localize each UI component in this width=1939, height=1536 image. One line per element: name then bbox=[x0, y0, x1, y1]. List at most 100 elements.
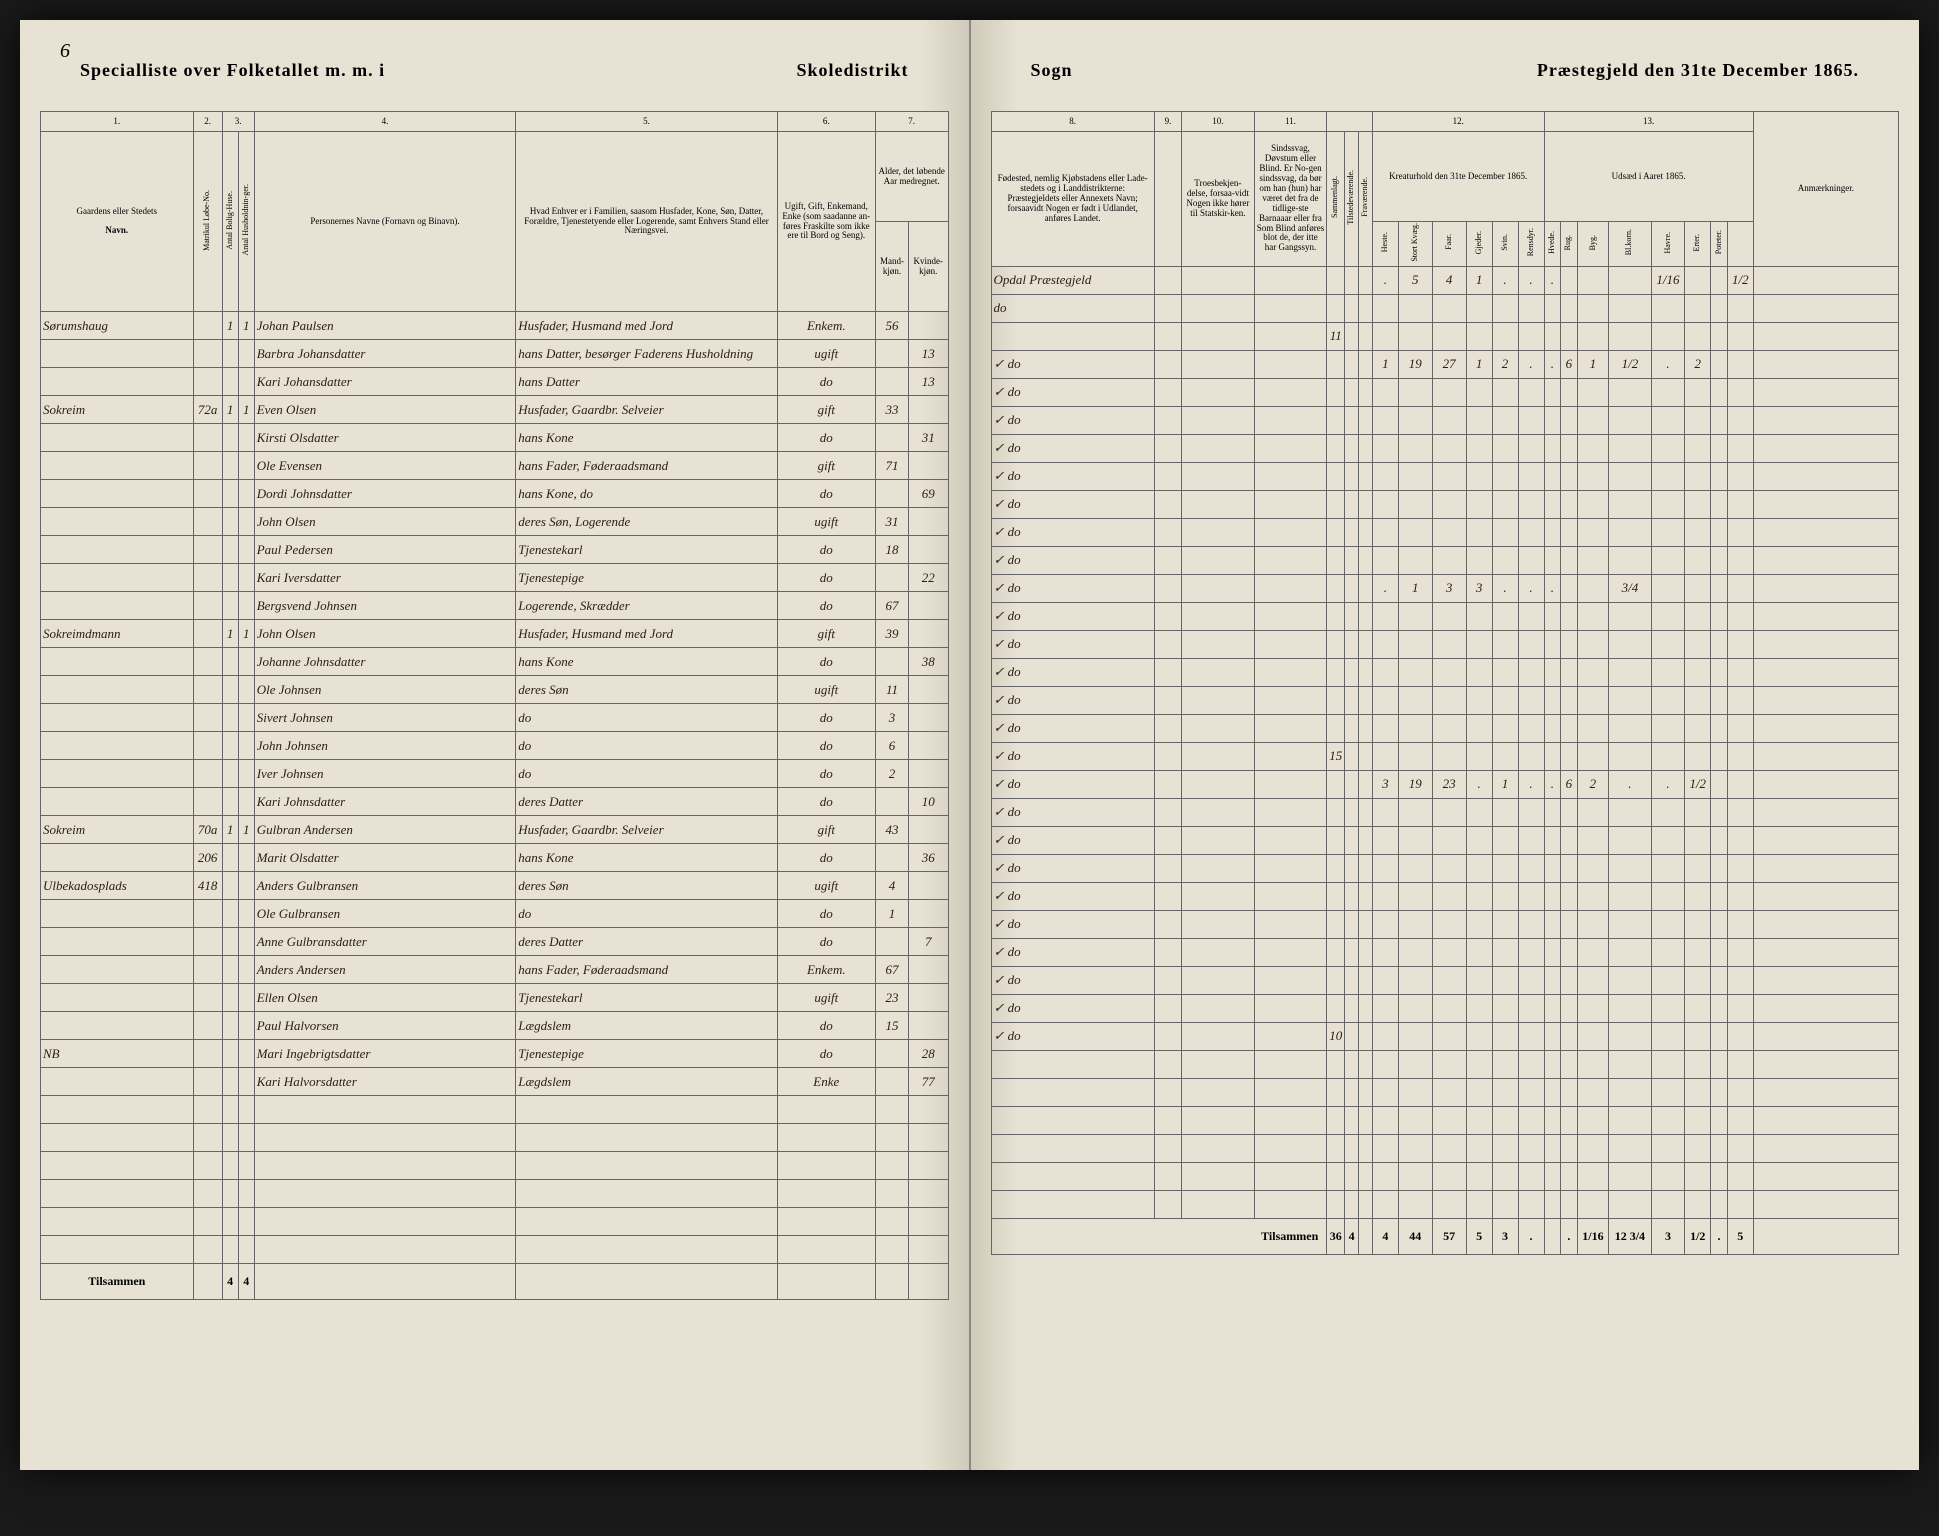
cell-status: do bbox=[777, 732, 875, 760]
cell-name: Marit Olsdatter bbox=[254, 844, 516, 872]
cell-c12-5 bbox=[1518, 658, 1544, 686]
cell-place bbox=[41, 676, 194, 704]
cell-c12-2 bbox=[1432, 910, 1466, 938]
cell-11 bbox=[1254, 686, 1327, 714]
table-row: Sokreimdmann 1 1 John Olsen Husfader, Hu… bbox=[41, 620, 949, 648]
cell-c13-3 bbox=[1609, 266, 1651, 294]
cell-c13-1 bbox=[1561, 546, 1578, 574]
fr-13: 3 bbox=[1651, 1218, 1685, 1254]
cell-c12-3 bbox=[1466, 406, 1492, 434]
cell-hh bbox=[238, 1040, 254, 1068]
cell-abs bbox=[1359, 546, 1373, 574]
table-row: ✓ do bbox=[991, 434, 1899, 462]
cell-pres bbox=[1345, 294, 1359, 322]
cell-position: hans Kone bbox=[516, 648, 778, 676]
cell-c13-3 bbox=[1609, 630, 1651, 658]
table-row: Iver Johnsen do do 2 bbox=[41, 760, 949, 788]
cell-birth: ✓ do bbox=[991, 798, 1154, 826]
cell-place bbox=[41, 452, 194, 480]
cell-10 bbox=[1182, 546, 1255, 574]
fr-1: 4 bbox=[1345, 1218, 1359, 1254]
cell-c13-4 bbox=[1651, 294, 1685, 322]
cell-c13-7 bbox=[1727, 350, 1753, 378]
cell-c12-0 bbox=[1372, 294, 1398, 322]
cell-c13-1 bbox=[1561, 910, 1578, 938]
cell-abs bbox=[1359, 686, 1373, 714]
cell-c13-5 bbox=[1685, 994, 1711, 1022]
cell-c12-4 bbox=[1492, 714, 1518, 742]
cell-11 bbox=[1254, 266, 1327, 294]
cell-10 bbox=[1182, 322, 1255, 350]
cell-mno bbox=[193, 648, 222, 676]
cell-c13-6 bbox=[1711, 658, 1728, 686]
cell-c13-4 bbox=[1651, 826, 1685, 854]
cell-11 bbox=[1254, 798, 1327, 826]
cell-c12-1 bbox=[1398, 546, 1432, 574]
cell-name: Johanne Johnsdatter bbox=[254, 648, 516, 676]
cell-10 bbox=[1182, 630, 1255, 658]
cell-c12-5 bbox=[1518, 686, 1544, 714]
cell-status: ugift bbox=[777, 984, 875, 1012]
cell-10 bbox=[1182, 462, 1255, 490]
s13-4: Havre. bbox=[1651, 222, 1685, 267]
table-row: ✓ do bbox=[991, 798, 1899, 826]
cell-c13-1: 6 bbox=[1561, 350, 1578, 378]
cell-9 bbox=[1154, 826, 1181, 854]
cell-c13-2 bbox=[1577, 658, 1609, 686]
cell-hh bbox=[238, 984, 254, 1012]
cell-bh bbox=[222, 340, 238, 368]
cell-birth: ✓ do bbox=[991, 826, 1154, 854]
cell-10 bbox=[1182, 714, 1255, 742]
cell-c13-7 bbox=[1727, 994, 1753, 1022]
cell-9 bbox=[1154, 518, 1181, 546]
footer-hh: 4 bbox=[238, 1264, 254, 1300]
cell-10 bbox=[1182, 406, 1255, 434]
table-row: Sokreim 70a 1 1 Gulbran Andersen Husfade… bbox=[41, 816, 949, 844]
cell-11 bbox=[1254, 966, 1327, 994]
cell-c13-4: . bbox=[1651, 350, 1685, 378]
cell-birth: ✓ do bbox=[991, 1022, 1154, 1050]
cell-c13-7 bbox=[1727, 434, 1753, 462]
col-8: 8. bbox=[991, 112, 1154, 132]
cell-c12-5 bbox=[1518, 938, 1544, 966]
cell-c13-6 bbox=[1711, 938, 1728, 966]
cell-status: do bbox=[777, 788, 875, 816]
cell-c13-2: 1 bbox=[1577, 350, 1609, 378]
cell-c12-3: 1 bbox=[1466, 350, 1492, 378]
cell-pres bbox=[1345, 798, 1359, 826]
cell-age-k: 69 bbox=[909, 480, 948, 508]
h-hh: Antal Husholdnin-ger. bbox=[238, 132, 254, 312]
cell-c13-6 bbox=[1711, 742, 1728, 770]
cell-position: deres Datter bbox=[516, 788, 778, 816]
cell-c12-3 bbox=[1466, 1022, 1492, 1050]
cell-c13-2 bbox=[1577, 294, 1609, 322]
cell-hh bbox=[238, 648, 254, 676]
cell-age-k bbox=[909, 704, 948, 732]
s13-7 bbox=[1727, 222, 1753, 267]
cell-c13-0 bbox=[1544, 406, 1561, 434]
cell-name: Mari Ingebrigtsdatter bbox=[254, 1040, 516, 1068]
cell-hh: 1 bbox=[238, 620, 254, 648]
cell-c13-2 bbox=[1577, 686, 1609, 714]
cell-sum: 10 bbox=[1327, 1022, 1345, 1050]
cell-hh bbox=[238, 732, 254, 760]
cell-c13-0 bbox=[1544, 882, 1561, 910]
cell-c13-3 bbox=[1609, 714, 1651, 742]
cell-c13-0 bbox=[1544, 518, 1561, 546]
cell-abs bbox=[1359, 322, 1373, 350]
cell-10 bbox=[1182, 966, 1255, 994]
cell-c13-6 bbox=[1711, 602, 1728, 630]
cell-c13-7 bbox=[1727, 966, 1753, 994]
cell-abs bbox=[1359, 826, 1373, 854]
cell-pres bbox=[1345, 1022, 1359, 1050]
cell-age-k: 77 bbox=[909, 1068, 948, 1096]
cell-abs bbox=[1359, 854, 1373, 882]
cell-c12-2 bbox=[1432, 658, 1466, 686]
cell-c12-0 bbox=[1372, 938, 1398, 966]
cell-c13-6 bbox=[1711, 322, 1728, 350]
cell-c12-1 bbox=[1398, 826, 1432, 854]
cell-c12-5 bbox=[1518, 294, 1544, 322]
cell-c13-5 bbox=[1685, 798, 1711, 826]
cell-c13-5 bbox=[1685, 658, 1711, 686]
cell-c12-0 bbox=[1372, 546, 1398, 574]
